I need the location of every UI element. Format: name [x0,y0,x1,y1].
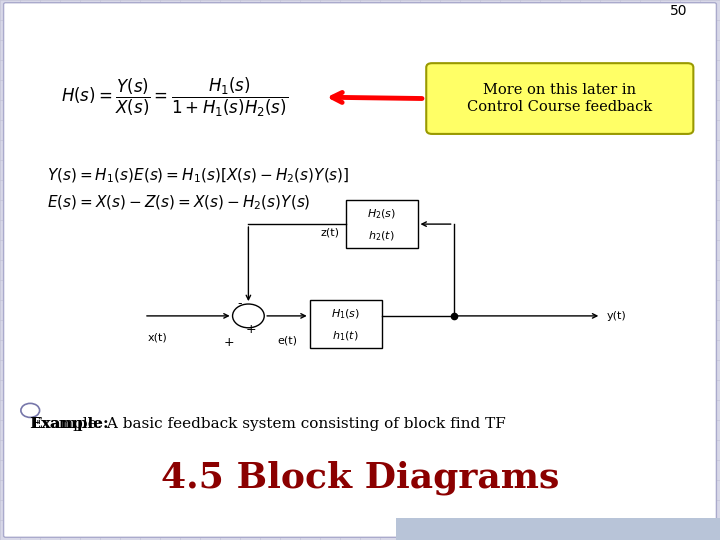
Text: Example:: Example: [30,417,109,431]
FancyBboxPatch shape [4,3,716,537]
Bar [346,200,418,248]
Text: $Y(s) = H_1(s)E(s) = H_1(s)[X(s) - H_2(s)Y(s)]$: $Y(s) = H_1(s)E(s) = H_1(s)[X(s) - H_2(s… [47,166,349,185]
Text: $H(s) = \dfrac{Y(s)}{X(s)} = \dfrac{H_1(s)}{1 + H_1(s)H_2(s)}$: $H(s) = \dfrac{Y(s)}{X(s)} = \dfrac{H_1(… [61,76,288,119]
Text: -: - [238,298,242,310]
Text: More on this later in
Control Course feedback: More on this later in Control Course fee… [467,84,652,113]
Text: $h_2(t)$: $h_2(t)$ [369,229,395,243]
Text: 50: 50 [670,4,688,18]
Text: y(t): y(t) [606,311,626,321]
Text: $H_2(s)$: $H_2(s)$ [367,207,396,221]
Bar [310,300,382,348]
Text: 4.5 Block Diagrams: 4.5 Block Diagrams [161,461,559,495]
Text: +: + [246,323,256,336]
Text: $E(s) = X(s) - Z(s) = X(s) - H_2(s)Y(s)$: $E(s) = X(s) - Z(s) = X(s) - H_2(s)Y(s)$ [47,193,310,212]
Text: $h_1(t)$: $h_1(t)$ [333,329,359,343]
Text: e(t): e(t) [277,335,297,345]
Text: x(t): x(t) [148,333,167,342]
Text: +: + [224,336,234,349]
FancyBboxPatch shape [426,63,693,134]
Bar [396,518,720,540]
Text: $H_1(s)$: $H_1(s)$ [331,307,360,321]
Text: Example: A basic feedback system consisting of block find TF: Example: A basic feedback system consist… [30,417,506,431]
Text: z(t): z(t) [321,227,340,237]
